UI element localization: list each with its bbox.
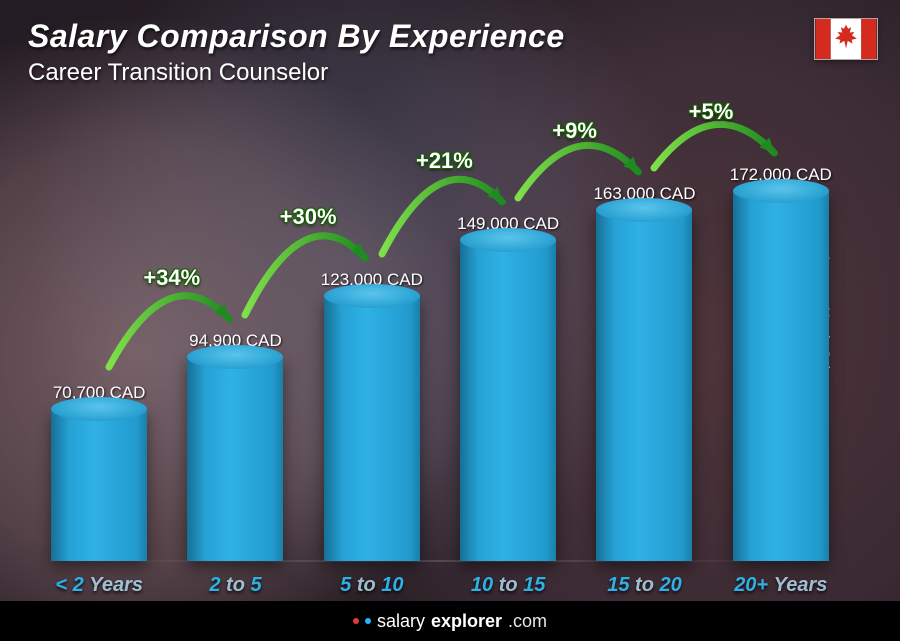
bar-top bbox=[733, 179, 829, 203]
x-axis-label: 15 to 20 bbox=[585, 574, 703, 597]
x-axis-label: 2 to 5 bbox=[176, 574, 294, 597]
increase-percent-label: +9% bbox=[552, 118, 597, 144]
bar-front bbox=[187, 357, 283, 561]
brand-text-pre: salary bbox=[377, 611, 425, 632]
brand: salary explorer .com bbox=[353, 611, 547, 632]
bar-column: 70,700 CAD bbox=[40, 383, 158, 561]
x-axis-label: 10 to 15 bbox=[449, 574, 567, 597]
bar-chart: 70,700 CAD94,900 CAD123,000 CAD149,000 C… bbox=[40, 120, 840, 561]
bar bbox=[733, 191, 829, 561]
bar-top bbox=[51, 397, 147, 421]
bar-front bbox=[324, 296, 420, 561]
bar-front bbox=[460, 240, 556, 561]
brand-dot-1-icon bbox=[353, 618, 359, 624]
bar-top bbox=[596, 198, 692, 222]
bar bbox=[324, 296, 420, 561]
page-title: Salary Comparison By Experience bbox=[28, 18, 565, 55]
bar-column: 163,000 CAD bbox=[585, 184, 703, 561]
x-axis-label: 20+ Years bbox=[722, 574, 840, 597]
flag-band-left bbox=[816, 19, 831, 59]
bar-top bbox=[460, 228, 556, 252]
brand-text-post: explorer bbox=[431, 611, 502, 632]
bar-top bbox=[187, 345, 283, 369]
bar-column: 172,000 CAD bbox=[722, 165, 840, 561]
bar bbox=[187, 357, 283, 561]
increase-percent-label: +21% bbox=[416, 148, 473, 174]
bar bbox=[460, 240, 556, 561]
bar-front bbox=[51, 409, 147, 561]
x-axis-label: < 2 Years bbox=[40, 574, 158, 597]
x-axis: < 2 Years 2 to 5 5 to 10 10 to 15 15 to 20 20… bbox=[40, 574, 840, 597]
brand-domain: .com bbox=[508, 611, 547, 632]
bar-top bbox=[324, 284, 420, 308]
x-axis-label: 5 to 10 bbox=[313, 574, 431, 597]
footer: salary explorer .com bbox=[0, 601, 900, 641]
bar-column: 149,000 CAD bbox=[449, 214, 567, 561]
increase-percent-label: +5% bbox=[689, 99, 734, 125]
bar-front bbox=[596, 210, 692, 561]
header: Salary Comparison By Experience Career T… bbox=[28, 18, 565, 87]
flag-band-right bbox=[861, 19, 876, 59]
bar bbox=[596, 210, 692, 561]
bar-front bbox=[733, 191, 829, 561]
bar bbox=[51, 409, 147, 561]
bar-column: 94,900 CAD bbox=[176, 331, 294, 561]
increase-percent-label: +34% bbox=[143, 265, 200, 291]
bar-column: 123,000 CAD bbox=[313, 270, 431, 561]
increase-percent-label: +30% bbox=[280, 204, 337, 230]
flag-canada bbox=[814, 18, 878, 60]
page-subtitle: Career Transition Counselor bbox=[28, 59, 565, 87]
brand-dot-2-icon bbox=[365, 618, 371, 624]
